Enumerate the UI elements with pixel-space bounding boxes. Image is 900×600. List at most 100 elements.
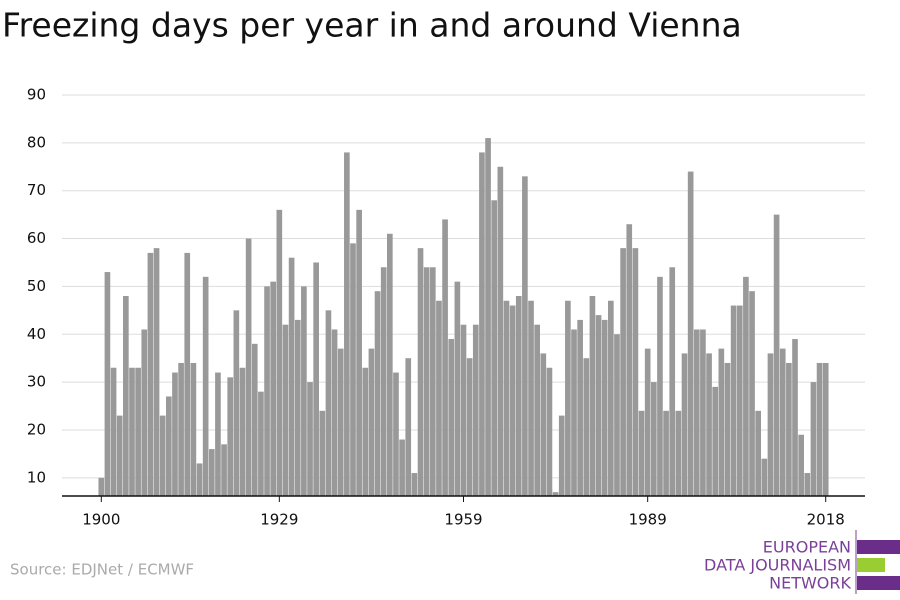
y-tick-label: 80	[27, 133, 46, 151]
bar	[620, 248, 626, 496]
bar	[423, 267, 430, 496]
bar	[724, 362, 731, 496]
logo: EUROPEAN DATA JOURNALISM NETWORK	[704, 530, 900, 594]
chart-title: Freezing days per year in and around Vie…	[2, 6, 742, 45]
bar	[540, 353, 547, 496]
bar	[331, 329, 338, 496]
bar	[411, 473, 418, 496]
bar	[221, 444, 227, 496]
source: Source: EDJNet / ECMWF	[10, 561, 194, 579]
bar	[614, 334, 620, 496]
x-tick-label: 1959	[444, 511, 482, 529]
bar	[307, 382, 313, 496]
bar	[282, 324, 289, 496]
bar	[448, 339, 455, 496]
bar	[675, 410, 682, 496]
bar	[595, 315, 602, 496]
bar	[528, 300, 534, 496]
bar	[804, 473, 811, 496]
bar	[687, 171, 694, 497]
bar	[546, 367, 553, 496]
bar	[601, 319, 608, 496]
bar	[571, 329, 577, 496]
bar	[129, 367, 135, 496]
logo-text: DATA JOURNALISM	[704, 556, 851, 575]
bar	[98, 477, 105, 496]
logo-bar	[857, 540, 900, 554]
bar	[773, 214, 780, 496]
bar	[577, 319, 583, 496]
bar	[650, 382, 657, 496]
bar	[460, 324, 467, 496]
logo-text: EUROPEAN	[763, 538, 851, 557]
bar	[104, 272, 111, 496]
logo-bar	[857, 558, 885, 572]
bar	[356, 209, 362, 497]
y-tick-label: 50	[27, 277, 46, 295]
bar	[669, 267, 676, 496]
bar	[319, 410, 326, 496]
bar	[417, 248, 424, 496]
bar	[393, 372, 399, 496]
bar	[552, 492, 559, 496]
bar	[270, 281, 277, 496]
bar	[736, 305, 743, 496]
bar	[165, 396, 172, 496]
bar	[485, 138, 491, 496]
bar	[786, 362, 792, 496]
y-tick-label: 20	[27, 420, 46, 438]
bar	[583, 358, 590, 496]
bar	[184, 252, 191, 496]
bar	[816, 362, 823, 496]
bar	[693, 329, 700, 496]
bar	[208, 449, 215, 496]
y-tick-label: 10	[27, 468, 46, 486]
bar	[350, 243, 356, 496]
y-tick-label: 40	[27, 325, 46, 343]
bar	[681, 353, 688, 496]
bar	[368, 348, 375, 496]
bar	[718, 348, 725, 496]
bar	[110, 367, 117, 496]
bar	[657, 276, 663, 496]
bar	[159, 415, 166, 496]
bar	[522, 176, 528, 496]
bar	[227, 377, 234, 496]
bar	[233, 310, 240, 496]
y-tick-label: 70	[27, 181, 46, 199]
bar	[589, 295, 596, 496]
bar	[644, 348, 651, 496]
bar	[405, 358, 412, 496]
bar	[743, 276, 749, 496]
bar	[153, 248, 160, 496]
bar	[626, 224, 633, 496]
bar	[638, 410, 645, 496]
bar	[479, 152, 485, 497]
bar	[509, 305, 516, 496]
logo-text: NETWORK	[769, 574, 851, 593]
bar	[258, 391, 264, 496]
bar	[399, 439, 405, 496]
bar	[534, 324, 540, 496]
bar	[116, 415, 123, 496]
bar	[202, 276, 209, 496]
bar	[503, 300, 510, 496]
bar	[276, 209, 283, 497]
bar	[822, 362, 829, 496]
bar	[558, 415, 565, 496]
bar	[466, 358, 473, 496]
bar	[141, 329, 148, 496]
bar	[608, 300, 614, 496]
bar	[147, 252, 154, 496]
bar	[472, 324, 479, 496]
bar	[792, 339, 798, 496]
bar	[730, 305, 737, 496]
bar	[810, 382, 817, 496]
bar	[387, 233, 393, 497]
bar	[749, 291, 755, 496]
bar	[442, 219, 448, 496]
bar	[497, 166, 504, 496]
bar	[515, 295, 522, 496]
bar	[172, 372, 178, 496]
